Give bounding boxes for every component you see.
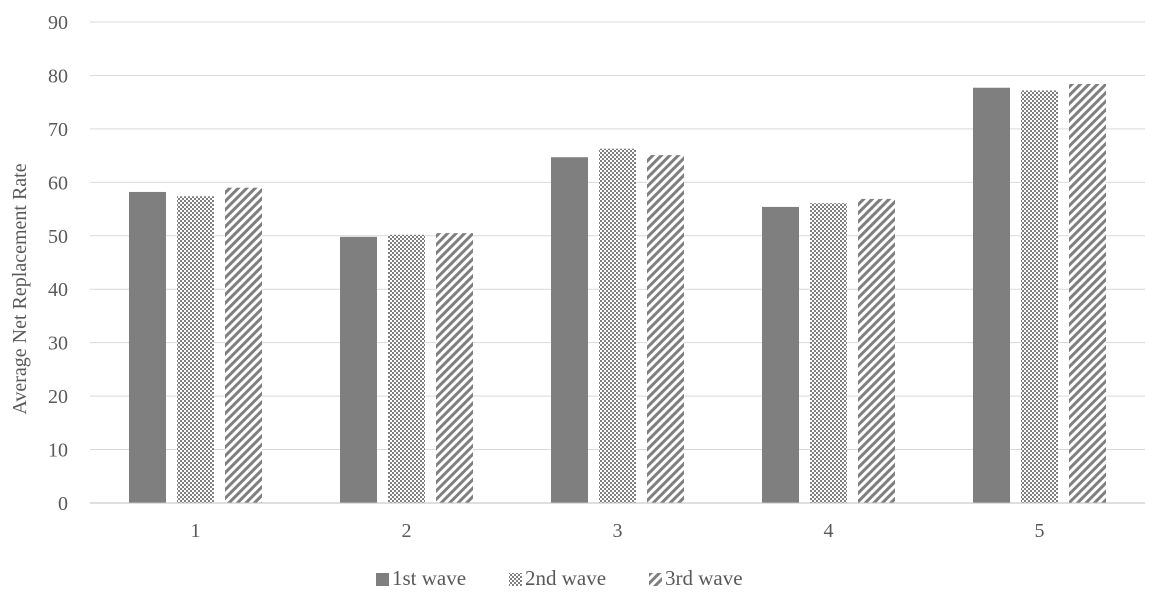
- bar-2nd-wave-cat-1: [177, 196, 214, 503]
- legend-swatch: [649, 573, 662, 586]
- bar-1st-wave-cat-4: [762, 206, 799, 503]
- bar-1st-wave-cat-5: [973, 87, 1010, 503]
- bar-2nd-wave-cat-5: [1021, 90, 1058, 504]
- bar-2nd-wave-cat-4: [810, 203, 847, 503]
- y-axis-ticks: 0 10 20 30 40 50 60 70 80 90: [48, 12, 68, 515]
- y-tick-label: 40: [48, 279, 68, 301]
- x-tick-label: 2: [402, 520, 412, 542]
- y-tick-label: 50: [48, 226, 68, 248]
- bar-1st-wave-cat-1: [129, 191, 166, 503]
- y-tick-label: 0: [58, 493, 68, 515]
- bar-3rd-wave-cat-4: [858, 198, 895, 503]
- y-tick-label: 20: [48, 386, 68, 408]
- bar-1st-wave-cat-3: [551, 157, 588, 503]
- x-tick-label: 3: [613, 520, 623, 542]
- bar-1st-wave-cat-2: [340, 236, 377, 503]
- bar-3rd-wave-cat-2: [436, 233, 473, 503]
- bar-2nd-wave-cat-2: [388, 234, 425, 503]
- bar-2nd-wave-cat-3: [599, 148, 636, 503]
- y-tick-label: 80: [48, 65, 68, 87]
- y-axis-title: Average Net Replacement Rate: [9, 163, 31, 414]
- legend-swatch: [376, 573, 389, 586]
- y-tick-label: 90: [48, 12, 68, 34]
- legend-label: 1st wave: [392, 566, 466, 590]
- x-tick-label: 5: [1035, 520, 1045, 542]
- x-axis-ticks: 1 2 3 4 5: [191, 520, 1045, 542]
- x-tick-label: 4: [824, 520, 834, 542]
- y-tick-label: 30: [48, 333, 68, 355]
- bar-3rd-wave-cat-5: [1069, 83, 1106, 504]
- legend: 1st wave 2nd wave 3rd wave: [376, 566, 743, 590]
- legend-swatch: [509, 573, 522, 586]
- bars: [129, 83, 1106, 504]
- y-tick-label: 70: [48, 119, 68, 141]
- y-tick-label: 10: [48, 440, 68, 462]
- legend-label: 3rd wave: [665, 566, 743, 590]
- bar-3rd-wave-cat-1: [225, 187, 262, 503]
- bar-3rd-wave-cat-3: [647, 155, 684, 503]
- y-tick-label: 60: [48, 172, 68, 194]
- legend-label: 2nd wave: [525, 566, 606, 590]
- x-tick-label: 1: [191, 520, 201, 542]
